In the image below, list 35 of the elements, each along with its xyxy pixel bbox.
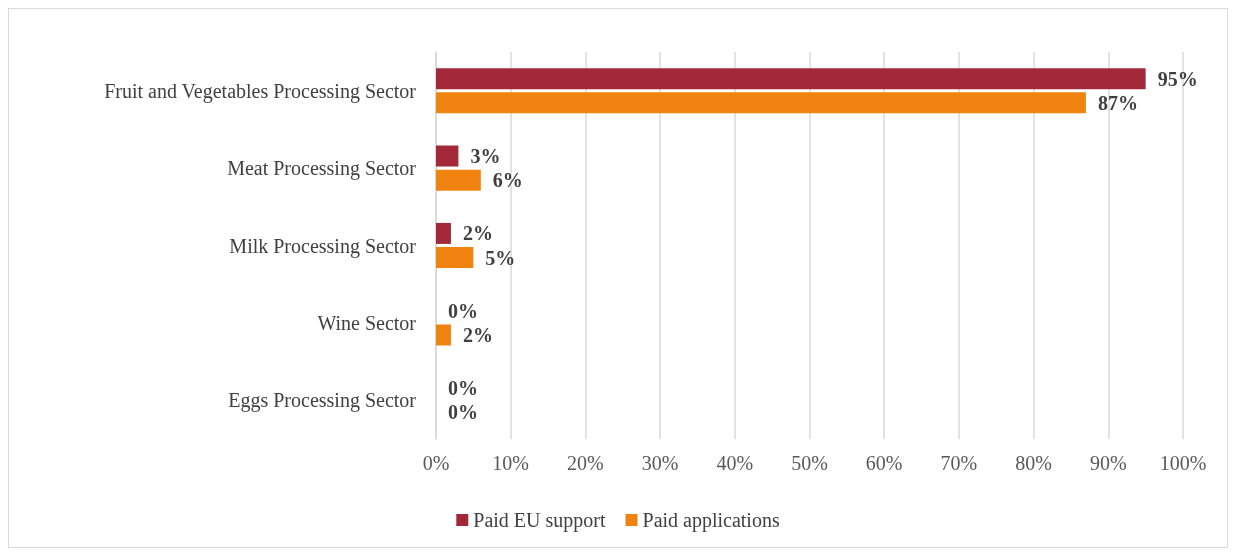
x-tick-label: 50% (791, 452, 828, 474)
data-label: 95% (1157, 67, 1198, 90)
x-tick-label: 30% (641, 452, 679, 474)
data-label: 87% (1097, 91, 1138, 114)
bar (436, 247, 474, 269)
data-label: 0% (448, 401, 478, 424)
data-label: 0% (448, 299, 478, 322)
y-tick-label: Fruit and Vegetables Processing Sector (104, 79, 417, 103)
bar (436, 92, 1086, 114)
x-tick-label: 100% (1159, 452, 1207, 474)
x-tick-label: 10% (492, 452, 530, 474)
legend-label: Paid EU support (473, 509, 606, 532)
data-label: 2% (462, 323, 493, 346)
bar (436, 145, 459, 167)
bar (436, 222, 451, 244)
legend-label: Paid applications (642, 509, 780, 532)
bar (436, 324, 451, 346)
bar (436, 169, 481, 191)
y-tick-label: Eggs Processing Sector (228, 389, 417, 413)
data-label: 3% (470, 145, 501, 168)
x-tick-label: 20% (567, 452, 604, 474)
bar (436, 68, 1146, 90)
data-label: 6% (492, 169, 523, 192)
data-label: 5% (485, 246, 516, 269)
x-tick-label: 90% (1089, 452, 1127, 474)
data-label: 2% (462, 222, 493, 245)
y-tick-label: Milk Processing Sector (229, 234, 417, 258)
y-tick-label: Meat Processing Sector (227, 157, 417, 181)
data-label: 0% (448, 377, 478, 400)
x-tick-label: 70% (940, 452, 978, 474)
x-tick-label: 80% (1015, 452, 1052, 474)
x-tick-label: 40% (716, 452, 754, 474)
x-tick-label: 60% (865, 452, 903, 474)
y-tick-label: Wine Sector (317, 311, 417, 334)
x-tick-label: 0% (422, 452, 450, 474)
